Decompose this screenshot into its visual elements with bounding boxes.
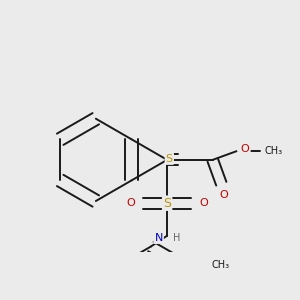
Text: O: O	[219, 190, 228, 200]
Text: H: H	[172, 233, 180, 243]
Text: N: N	[154, 233, 163, 243]
Text: CH₃: CH₃	[264, 146, 282, 156]
Text: O: O	[241, 144, 250, 154]
Text: O: O	[126, 198, 135, 208]
Text: S: S	[166, 154, 173, 164]
Text: S: S	[163, 197, 171, 210]
Text: O: O	[200, 198, 208, 208]
Text: CH₃: CH₃	[212, 260, 230, 271]
